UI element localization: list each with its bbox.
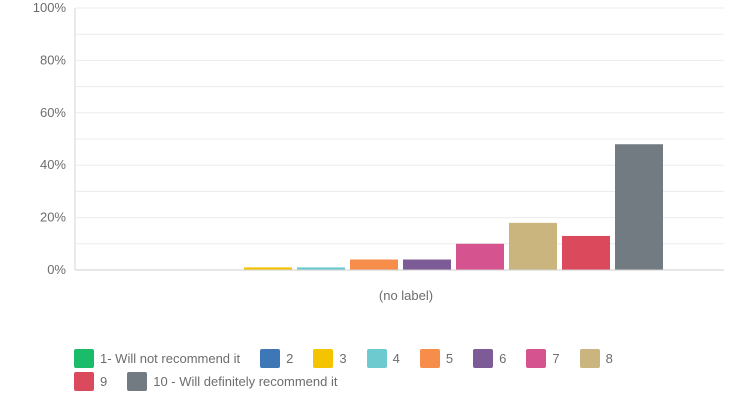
legend-item[interactable]: 1- Will not recommend it <box>74 349 240 368</box>
bar-6 <box>403 260 451 270</box>
bar-9 <box>562 236 610 270</box>
legend-swatch <box>580 349 600 368</box>
y-axis-ticks: 0% 20% 40% 60% 80% 100% <box>33 0 67 277</box>
y-tick-label: 100% <box>33 0 67 15</box>
legend-label: 6 <box>499 351 506 366</box>
legend-row: 9 10 - Will definitely recommend it <box>74 370 734 393</box>
legend-label: 10 - Will definitely recommend it <box>153 374 337 389</box>
legend-item[interactable]: 7 <box>526 349 559 368</box>
x-axis-category-label: (no label) <box>379 288 433 303</box>
legend-item[interactable]: 5 <box>420 349 453 368</box>
legend-label: 2 <box>286 351 293 366</box>
legend-label: 5 <box>446 351 453 366</box>
legend-label: 8 <box>606 351 613 366</box>
legend-item[interactable]: 4 <box>367 349 400 368</box>
legend-swatch <box>74 372 94 391</box>
bar-5 <box>350 260 398 270</box>
legend-swatch <box>74 349 94 368</box>
legend-item[interactable]: 9 <box>74 372 107 391</box>
bar-8 <box>509 223 557 270</box>
legend-item[interactable]: 3 <box>313 349 346 368</box>
legend-item[interactable]: 10 - Will definitely recommend it <box>127 372 337 391</box>
legend-swatch <box>127 372 147 391</box>
y-tick-label: 40% <box>40 157 66 172</box>
bars <box>244 144 663 270</box>
legend-label: 1- Will not recommend it <box>100 351 240 366</box>
legend-item[interactable]: 6 <box>473 349 506 368</box>
legend-label: 7 <box>552 351 559 366</box>
legend-label: 9 <box>100 374 107 389</box>
legend-row: 1- Will not recommend it 2 3 4 5 6 7 8 <box>74 347 734 370</box>
legend-label: 4 <box>393 351 400 366</box>
legend-swatch <box>367 349 387 368</box>
legend-swatch <box>260 349 280 368</box>
legend-swatch <box>420 349 440 368</box>
bar-10 <box>615 144 663 270</box>
legend: 1- Will not recommend it 2 3 4 5 6 7 8 9 10 - Wi… <box>74 347 734 393</box>
legend-item[interactable]: 8 <box>580 349 613 368</box>
legend-label: 3 <box>339 351 346 366</box>
legend-swatch <box>313 349 333 368</box>
legend-swatch <box>473 349 493 368</box>
y-tick-label: 80% <box>40 52 66 67</box>
y-tick-label: 0% <box>47 262 66 277</box>
bar-7 <box>456 244 504 270</box>
y-tick-label: 60% <box>40 105 66 120</box>
legend-item[interactable]: 2 <box>260 349 293 368</box>
legend-swatch <box>526 349 546 368</box>
y-tick-label: 20% <box>40 210 66 225</box>
